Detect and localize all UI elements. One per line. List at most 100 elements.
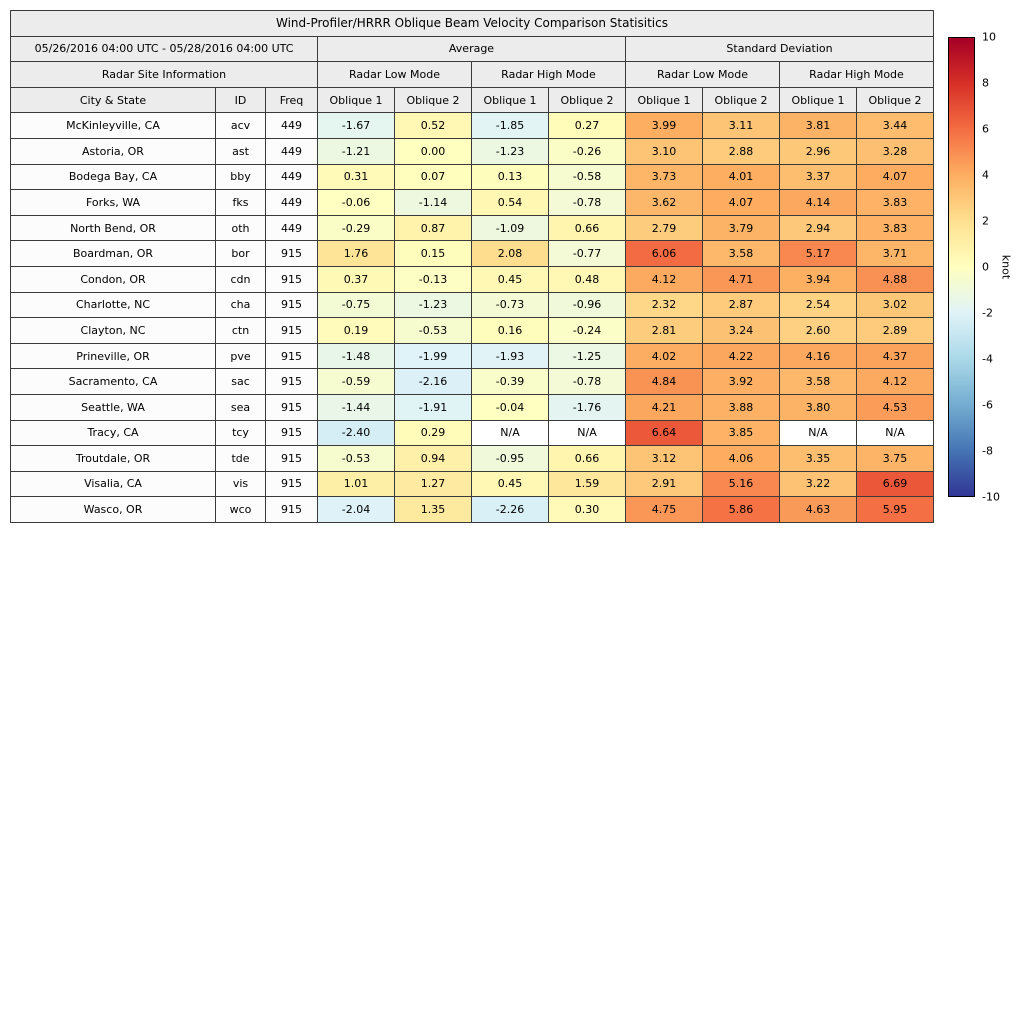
value-cell: -0.78 <box>548 368 626 395</box>
value-cell: 3.85 <box>702 419 780 447</box>
site-id-cell: sea <box>215 393 266 421</box>
value-cell: 2.79 <box>625 214 703 242</box>
value-cell: 4.37 <box>856 342 934 370</box>
value-cell: -0.04 <box>471 393 549 421</box>
value-cell: 5.86 <box>702 496 780 523</box>
value-cell: 3.71 <box>856 240 934 267</box>
value-cell: 3.81 <box>779 112 857 139</box>
freq-cell: 449 <box>265 214 318 242</box>
value-cell: 0.31 <box>317 163 395 191</box>
value-cell: 1.27 <box>394 470 472 498</box>
site-id-cell: tde <box>215 445 266 472</box>
table-row: North Bend, OR oth 449 -0.29 0.87 -1.09 0.66 2.… <box>10 214 934 242</box>
colorbar-tick-label: 6 <box>982 122 989 136</box>
value-cell: -1.67 <box>317 112 395 139</box>
value-cell: -0.06 <box>317 189 395 216</box>
value-cell: 4.02 <box>625 342 703 370</box>
value-cell: 4.12 <box>856 368 934 395</box>
mode-header-avg-low: Radar Low Mode <box>317 61 472 88</box>
city-cell: Condon, OR <box>10 265 216 293</box>
freq-cell: 915 <box>265 393 318 421</box>
colorbar-ticks: 10 8 6 4 2 0 -2 -4 -6 -8 -10 <box>982 32 1016 503</box>
value-cell: 6.64 <box>625 419 703 447</box>
value-cell: 2.88 <box>702 137 780 165</box>
value-cell: 1.59 <box>548 470 626 498</box>
colorbar-tick-label: 10 <box>982 30 996 44</box>
table-row: Wasco, OR wco 915 -2.04 1.35 -2.26 0.30 4.75 5.8… <box>10 496 934 523</box>
value-cell: 2.60 <box>779 317 857 344</box>
value-cell: 0.54 <box>471 189 549 216</box>
freq-cell: 915 <box>265 342 318 370</box>
site-id-cell: fks <box>215 189 266 216</box>
value-cell: -2.04 <box>317 496 395 523</box>
colorbar-tick-label: 8 <box>982 76 989 90</box>
column-header-oblique1: Oblique 1 <box>471 86 549 114</box>
freq-cell: 915 <box>265 368 318 395</box>
value-cell: 2.54 <box>779 291 857 319</box>
value-cell: 4.06 <box>702 445 780 472</box>
value-cell: 0.15 <box>394 240 472 267</box>
value-cell: 0.16 <box>471 317 549 344</box>
site-id-cell: vis <box>215 470 266 498</box>
city-cell: Forks, WA <box>10 189 216 216</box>
site-id-cell: wco <box>215 496 266 523</box>
value-cell: -2.26 <box>471 496 549 523</box>
chart-title: Wind-Profiler/HRRR Oblique Beam Velocity… <box>10 10 934 37</box>
freq-cell: 449 <box>265 112 318 139</box>
freq-cell: 915 <box>265 496 318 523</box>
value-cell: 2.96 <box>779 137 857 165</box>
value-cell: 0.45 <box>471 265 549 293</box>
value-cell: -0.59 <box>317 368 395 395</box>
site-id-cell: pve <box>215 342 266 370</box>
value-cell: 5.17 <box>779 240 857 267</box>
colorbar-gradient <box>948 37 975 497</box>
colorbar-tick-label: -4 <box>982 352 993 366</box>
column-header-oblique2: Oblique 2 <box>702 86 780 114</box>
value-cell: 3.37 <box>779 163 857 191</box>
value-cell: 0.13 <box>471 163 549 191</box>
value-cell: 3.02 <box>856 291 934 319</box>
freq-cell: 915 <box>265 240 318 267</box>
site-id-cell: bor <box>215 240 266 267</box>
site-info-header: Radar Site Information <box>10 61 318 88</box>
value-cell: 3.83 <box>856 189 934 216</box>
freq-cell: 915 <box>265 445 318 472</box>
colorbar-tick-label: 4 <box>982 168 989 182</box>
freq-cell: 449 <box>265 137 318 165</box>
city-cell: Clayton, NC <box>10 317 216 344</box>
city-cell: Visalia, CA <box>10 470 216 498</box>
value-cell: 4.16 <box>779 342 857 370</box>
value-cell: 3.11 <box>702 112 780 139</box>
colorbar-tick-label: -8 <box>982 444 993 458</box>
value-cell: 0.66 <box>548 445 626 472</box>
value-cell: 2.81 <box>625 317 703 344</box>
title-row: Wind-Profiler/HRRR Oblique Beam Velocity… <box>10 10 934 37</box>
value-cell: N/A <box>779 419 857 447</box>
value-cell: 3.58 <box>779 368 857 395</box>
value-cell: 4.88 <box>856 265 934 293</box>
value-cell: 1.76 <box>317 240 395 267</box>
value-cell: 4.71 <box>702 265 780 293</box>
table-row: Visalia, CA vis 915 1.01 1.27 0.45 1.59 2.91 5.1… <box>10 470 934 498</box>
mode-header-row: Radar Site Information Radar Low Mode Ra… <box>10 61 934 88</box>
value-cell: 3.28 <box>856 137 934 165</box>
site-id-cell: tcy <box>215 419 266 447</box>
value-cell: N/A <box>856 419 934 447</box>
value-cell: 3.75 <box>856 445 934 472</box>
value-cell: -1.23 <box>471 137 549 165</box>
value-cell: N/A <box>548 419 626 447</box>
value-cell: 5.16 <box>702 470 780 498</box>
table-row: Boardman, OR bor 915 1.76 0.15 2.08 -0.77 6.06 3… <box>10 240 934 267</box>
column-header-oblique1: Oblique 1 <box>317 86 395 114</box>
value-cell: 3.24 <box>702 317 780 344</box>
column-header-oblique1: Oblique 1 <box>779 86 857 114</box>
value-cell: 4.21 <box>625 393 703 421</box>
mode-header-std-low: Radar Low Mode <box>625 61 780 88</box>
value-cell: 6.69 <box>856 470 934 498</box>
value-cell: 0.29 <box>394 419 472 447</box>
table-row: Bodega Bay, CA bby 449 0.31 0.07 0.13 -0.58 3.7… <box>10 163 934 191</box>
value-cell: -0.24 <box>548 317 626 344</box>
column-header-oblique2: Oblique 2 <box>548 86 626 114</box>
value-cell: -0.75 <box>317 291 395 319</box>
table-row: Sacramento, CA sac 915 -0.59 -2.16 -0.39 -0.78… <box>10 368 934 395</box>
